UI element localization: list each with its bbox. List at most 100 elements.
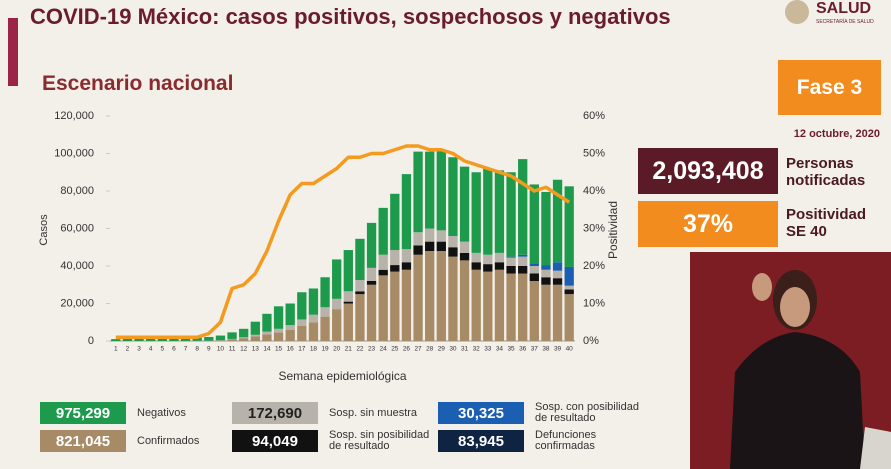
bar-segment: [448, 157, 458, 236]
bar-segment: [192, 337, 202, 341]
bar-segment: [471, 252, 481, 263]
bar-segment: [273, 328, 284, 333]
phase-badge: Fase 3: [778, 60, 881, 115]
bar-segment: [494, 269, 505, 341]
bar-segment: [401, 262, 412, 270]
bar-segment: [366, 284, 377, 341]
x-tick-label: 11: [229, 346, 236, 353]
bar-segment: [343, 301, 353, 304]
legend-value: 821,045: [40, 430, 126, 452]
bar-segment: [541, 284, 551, 341]
positivity-label: Positividad SE 40: [786, 206, 867, 240]
bar-segment: [552, 270, 563, 279]
x-tick-label: 3: [137, 346, 141, 353]
x-tick-label: 27: [414, 346, 422, 353]
y2-tick-label: 40%: [583, 185, 605, 197]
x-tick-label: 16: [287, 346, 295, 353]
bar-segment: [239, 328, 249, 338]
bar-segment: [564, 266, 574, 286]
bar-segment: [250, 334, 260, 337]
x-tick-label: 20: [333, 346, 341, 353]
logo-text: SALUD: [816, 0, 872, 17]
bar-segment: [529, 184, 539, 264]
legend-label: Sosp. sin posibilidad de resultado: [329, 429, 430, 452]
positivity-value: 37%: [638, 201, 778, 247]
slide-title: COVID-19 México: casos positivos, sospec…: [30, 4, 671, 29]
bar-segment: [552, 179, 563, 263]
notified-value: 2,093,408: [638, 148, 778, 194]
legend-label: Sosp. con posibilidad de resultado: [535, 401, 639, 424]
logo-emblem: [785, 0, 809, 24]
x-tick-label: 6: [172, 346, 176, 353]
x-tick-label: 40: [566, 346, 574, 353]
bar-segment: [390, 193, 400, 251]
bar-segment: [366, 281, 377, 285]
bar-segment: [425, 241, 435, 251]
x-tick-label: 37: [531, 346, 539, 353]
bar-segment: [425, 251, 435, 341]
bar-segment: [564, 285, 574, 290]
bar-segment: [122, 338, 133, 341]
bar-segment: [436, 241, 446, 251]
deaths-label: Defunciones confirmadas: [535, 429, 597, 452]
bar-segment: [390, 271, 400, 341]
bar-segment: [518, 254, 528, 257]
bar-segment: [564, 186, 574, 267]
bar-segment: [355, 291, 365, 295]
x-tick-label: 19: [321, 346, 329, 353]
y2-tick-label: 60%: [583, 110, 605, 122]
bar-segment: [529, 263, 539, 266]
bar-segment: [413, 232, 423, 246]
bar-segment: [239, 337, 249, 339]
bar-segment: [483, 254, 493, 265]
y2-axis-title: Positividad: [606, 201, 620, 259]
bar-segment: [529, 266, 539, 274]
bar-segment: [425, 228, 435, 242]
y2-tick-label: 20%: [583, 260, 605, 272]
legend-value: 30,325: [438, 402, 524, 424]
bar-segment: [297, 319, 307, 326]
bar-segment: [506, 257, 516, 266]
bar-segment: [355, 294, 365, 341]
bar-segment: [506, 172, 516, 257]
bar-segment: [343, 303, 353, 341]
bar-segment: [541, 269, 551, 278]
x-tick-label: 30: [449, 346, 457, 353]
bar-segment: [227, 332, 237, 339]
x-axis-title: Semana epidemiológica: [278, 369, 406, 383]
bar-segment: [227, 339, 237, 341]
bar-segment: [169, 337, 179, 341]
bar-segment: [483, 264, 493, 272]
bar-segment: [506, 273, 516, 341]
bar-segment: [471, 269, 481, 341]
bar-segment: [401, 174, 412, 250]
bar-segment: [518, 266, 528, 274]
bar-segment: [471, 172, 481, 253]
bar-segment: [146, 337, 156, 341]
bar-segment: [366, 222, 377, 268]
y-tick-label: 100,000: [54, 147, 94, 159]
x-tick-label: 2: [126, 346, 130, 353]
y-axis-title: Casos: [38, 214, 50, 246]
bar-segment: [285, 329, 295, 341]
bar-segment: [494, 262, 505, 270]
bar-segment: [459, 166, 470, 242]
bar-segment: [320, 307, 330, 317]
x-tick-label: 28: [426, 346, 434, 353]
bar-segment: [273, 306, 284, 329]
x-tick-label: 38: [542, 346, 550, 353]
bar-segment: [355, 280, 365, 292]
bar-segment: [262, 331, 272, 335]
bar-segment: [518, 159, 528, 255]
bar-segment: [529, 273, 539, 281]
bar-segment: [378, 254, 388, 270]
bar-segment: [425, 151, 435, 229]
bar-segment: [483, 271, 493, 341]
bar-segment: [529, 281, 539, 341]
bar-segment: [285, 325, 295, 330]
x-tick-label: 8: [195, 346, 199, 353]
legend-label: Sosp. sin muestra: [329, 406, 418, 419]
bar-segment: [378, 275, 388, 341]
x-tick-label: 35: [507, 346, 515, 353]
bar-segment: [552, 284, 563, 341]
